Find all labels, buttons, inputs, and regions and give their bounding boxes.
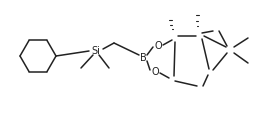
- Text: Si: Si: [92, 46, 100, 56]
- Text: B: B: [140, 53, 146, 63]
- Text: O: O: [151, 67, 159, 77]
- Text: O: O: [154, 41, 162, 51]
